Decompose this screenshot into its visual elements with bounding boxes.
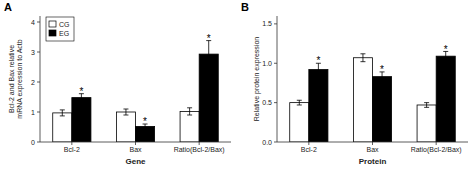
y-axis <box>40 16 41 142</box>
error-bar <box>360 54 365 62</box>
y-tick <box>37 112 40 113</box>
y-tick-label: 2 <box>31 79 35 86</box>
y-tick-label: 1 <box>31 109 35 116</box>
error-bar <box>206 41 211 68</box>
y-tick-label: 1.5 <box>262 20 272 27</box>
bar <box>53 113 72 142</box>
figure: A 0 1 2 3 4 Bcl-2 and Bax relativemRNA express… <box>0 0 474 169</box>
x-axis-label: Protein <box>359 157 387 166</box>
x-tick-label: Bax <box>366 146 379 153</box>
y-axis-label: Relative protein expression <box>253 37 261 122</box>
bar <box>199 54 218 142</box>
y-tick-label: 0.0 <box>262 139 272 146</box>
legend-frame <box>46 17 74 41</box>
bar <box>180 111 199 142</box>
panel-title: A <box>4 1 12 13</box>
error-bar <box>123 109 128 115</box>
y-tick <box>37 82 40 83</box>
y-tick-label: 4 <box>31 19 35 26</box>
y-tick <box>274 23 277 24</box>
bar <box>353 58 372 142</box>
x-tick <box>436 142 437 145</box>
x-tick <box>71 142 72 145</box>
plot-area <box>53 41 219 142</box>
bar <box>373 77 392 142</box>
x-tick <box>372 142 373 145</box>
x-tick <box>308 142 309 145</box>
error-bar <box>60 110 65 116</box>
y-tick-label: 0.5 <box>262 99 272 106</box>
significance-mark: * <box>207 33 211 44</box>
panel: A 0 1 2 3 4 Bcl-2 and Bax relativemRNA express… <box>4 1 231 166</box>
panel-title: B <box>241 1 249 13</box>
plot-area <box>290 51 456 142</box>
bar <box>116 112 135 142</box>
y-tick <box>37 22 40 23</box>
y-tick <box>37 142 40 143</box>
bar <box>136 126 155 142</box>
y-axis <box>277 16 278 142</box>
x-tick <box>135 142 136 145</box>
error-bar <box>297 100 302 105</box>
x-tick-label: Bax <box>129 146 142 153</box>
error-bar <box>187 108 192 115</box>
legend-swatch <box>49 21 56 27</box>
y-tick-label: 3 <box>31 49 35 56</box>
significance-mark: * <box>444 44 448 55</box>
significance-mark: * <box>79 86 83 97</box>
error-bar <box>424 103 429 108</box>
y-tick-label: 1.0 <box>262 60 272 67</box>
bar <box>436 56 455 142</box>
legend-label: CG <box>59 21 70 28</box>
x-tick-label: Bcl-2 <box>301 146 317 153</box>
x-tick-label: Bcl-2 <box>64 146 80 153</box>
legend-swatch <box>49 30 56 36</box>
legend-label: EG <box>59 30 69 37</box>
bar <box>290 103 309 142</box>
x-axis-label: Gene <box>125 157 146 166</box>
bar <box>417 105 436 142</box>
x-tick <box>199 142 200 145</box>
bar <box>309 70 328 142</box>
x-tick-label: Ratio(Bcl-2/Bax) <box>174 146 225 154</box>
y-tick <box>37 52 40 53</box>
significance-mark: * <box>143 116 147 127</box>
legend: CG EG <box>46 17 74 41</box>
y-tick <box>274 102 277 103</box>
y-tick <box>274 142 277 143</box>
x-tick-label: Ratio(Bcl-2/Bax) <box>411 146 462 154</box>
significance-mark: * <box>316 55 320 66</box>
y-axis-label: Bcl-2 and Bax relativemRNA expression to… <box>8 39 24 118</box>
y-tick <box>274 63 277 64</box>
bar <box>72 98 91 142</box>
y-tick-label: 0 <box>31 139 35 146</box>
significance-mark: * <box>380 64 384 75</box>
panel: B 0.0 0.5 1.0 1.5 Relative protein expression… <box>241 1 468 166</box>
